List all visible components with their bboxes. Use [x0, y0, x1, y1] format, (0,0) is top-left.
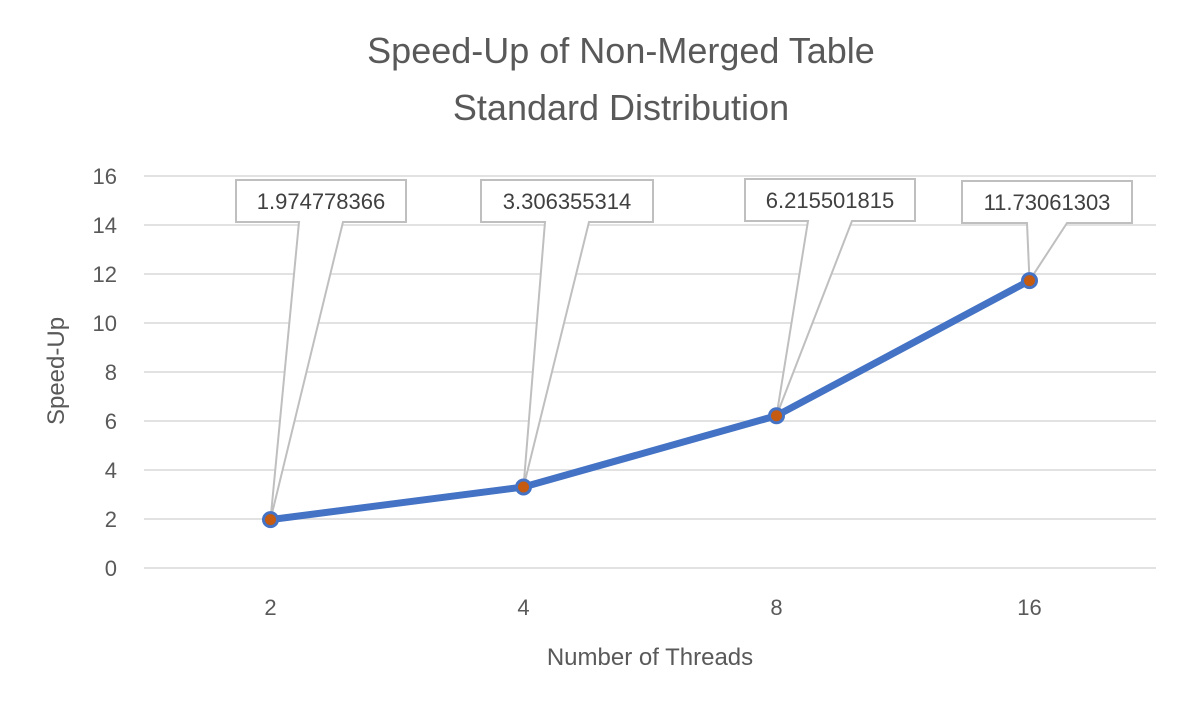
data-label-callout — [961, 180, 1133, 284]
data-label: 6.215501815 — [766, 188, 894, 213]
data-label: 11.73061303 — [984, 190, 1111, 215]
y-tick-label: 10 — [93, 311, 117, 336]
data-point — [1021, 272, 1038, 290]
data-point — [768, 407, 785, 425]
y-axis-tick-labels: 0 2 4 6 8 10 12 14 16 — [93, 164, 117, 581]
data-label-callout — [744, 178, 916, 417]
y-axis-title: Speed-Up — [43, 317, 70, 425]
chart-title-line-1: Speed-Up of Non-Merged Table — [367, 30, 875, 71]
y-tick-label: 0 — [105, 556, 117, 581]
x-tick-label: 2 — [264, 595, 276, 620]
y-tick-label: 6 — [105, 409, 117, 434]
chart-title: Speed-Up of Non-Merged Table Standard Di… — [367, 30, 875, 128]
x-tick-label: 4 — [517, 595, 529, 620]
data-labels: 1.974778366 3.306355314 6.215501815 11.7306… — [257, 188, 1111, 215]
series-line-group — [267, 277, 1033, 524]
x-tick-label: 8 — [770, 595, 782, 620]
y-tick-label: 8 — [105, 360, 117, 385]
chart-title-line-2: Standard Distribution — [453, 87, 789, 128]
x-axis-tick-labels: 2 4 8 16 — [264, 595, 1041, 620]
data-point — [515, 478, 532, 496]
y-tick-label: 12 — [93, 262, 117, 287]
y-tick-label: 16 — [93, 164, 117, 189]
y-tick-label: 4 — [105, 458, 117, 483]
x-axis-title: Number of Threads — [547, 644, 753, 671]
data-markers — [262, 272, 1038, 529]
data-point — [262, 511, 279, 529]
data-label: 3.306355314 — [503, 189, 631, 214]
data-label-callout — [235, 179, 407, 520]
series-line — [267, 277, 1033, 524]
y-tick-label: 14 — [93, 213, 117, 238]
data-label: 1.974778366 — [257, 189, 385, 214]
y-tick-label: 2 — [105, 507, 117, 532]
x-tick-label: 16 — [1017, 595, 1041, 620]
data-label-callouts — [235, 178, 1133, 520]
data-label-callout — [480, 179, 654, 488]
